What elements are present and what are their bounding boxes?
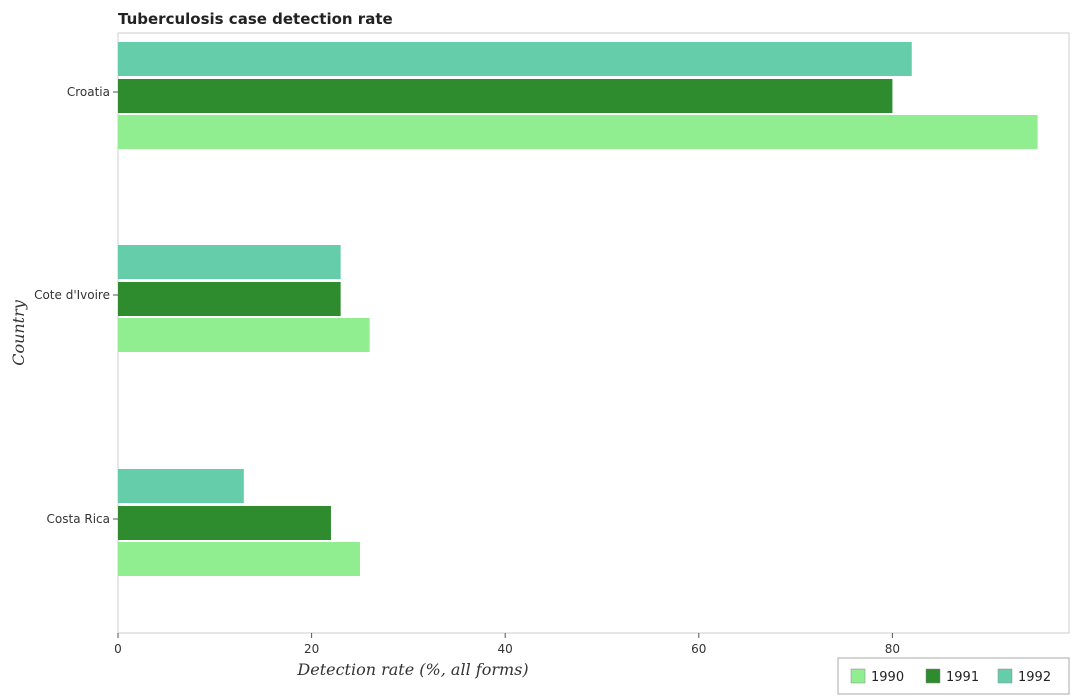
chart-title: Tuberculosis case detection rate bbox=[118, 10, 393, 28]
y-axis-label: Country bbox=[9, 299, 28, 366]
bar-cote-d-ivoire-1991 bbox=[118, 282, 341, 316]
bar-cote-d-ivoire-1992 bbox=[118, 245, 341, 279]
x-tick-label: 60 bbox=[691, 642, 706, 656]
x-tick-label: 40 bbox=[498, 642, 513, 656]
bar-croatia-1992 bbox=[118, 42, 912, 76]
x-tick-label: 80 bbox=[885, 642, 900, 656]
bar-costa-rica-1991 bbox=[118, 506, 331, 540]
y-tick-label: Costa Rica bbox=[47, 512, 110, 526]
bar-croatia-1990 bbox=[118, 115, 1038, 149]
legend-swatch-1991 bbox=[925, 668, 941, 684]
x-tick-label: 0 bbox=[114, 642, 122, 656]
x-tick-label: 20 bbox=[304, 642, 319, 656]
legend-swatch-1990 bbox=[850, 668, 866, 684]
legend-label-1990: 1990 bbox=[871, 670, 904, 685]
legend-swatch-1992 bbox=[997, 668, 1013, 684]
bar-cote-d-ivoire-1990 bbox=[118, 318, 370, 352]
y-ticks: Costa Rica Cote d'Ivoire Croatia bbox=[34, 85, 118, 526]
legend-label-1991: 1991 bbox=[946, 670, 979, 685]
x-ticks: 0 20 40 60 80 bbox=[114, 633, 900, 656]
x-axis-label: Detection rate (%, all forms) bbox=[296, 660, 528, 679]
legend-box bbox=[837, 657, 1070, 695]
legend-label-1992: 1992 bbox=[1018, 670, 1051, 685]
bars-group bbox=[118, 42, 1038, 576]
bar-costa-rica-1990 bbox=[118, 542, 360, 576]
y-tick-label: Croatia bbox=[67, 85, 110, 99]
bar-costa-rica-1992 bbox=[118, 469, 244, 503]
y-tick-label: Cote d'Ivoire bbox=[34, 288, 110, 302]
legend: 1990 1991 1992 bbox=[837, 657, 1070, 695]
bar-croatia-1991 bbox=[118, 79, 893, 113]
